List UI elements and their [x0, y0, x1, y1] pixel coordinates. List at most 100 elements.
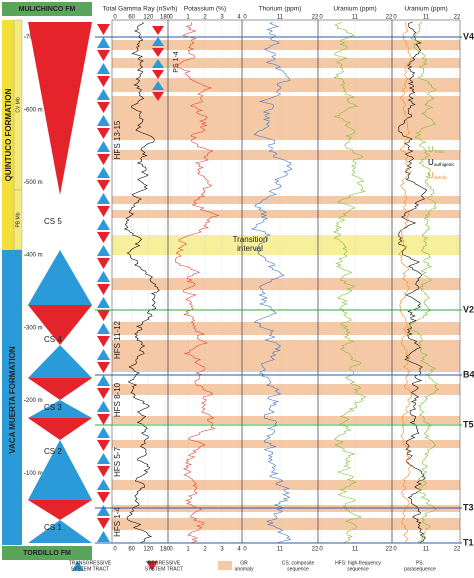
tick-label: 1 — [186, 15, 190, 21]
hfs-triangle — [97, 388, 110, 399]
legend-text: PS: — [416, 560, 424, 566]
tick-label: 3 — [220, 547, 224, 553]
hfs-triangle — [97, 297, 110, 308]
tick-label: 0 — [169, 547, 173, 553]
top-formation-box — [2, 2, 92, 16]
sequence-triangle — [28, 500, 92, 520]
hfs-triangle — [97, 362, 110, 373]
gr-anomaly-band — [112, 416, 460, 424]
tick-label: 0 — [243, 15, 247, 21]
tick-label: 0 — [393, 15, 397, 21]
uranium-key: U — [428, 158, 434, 167]
log-curve — [332, 21, 367, 543]
log-curve — [398, 21, 413, 543]
quintuco-bar — [2, 20, 14, 250]
sequence-triangle — [28, 378, 92, 400]
legend-text: SYSTEM TRACT — [71, 566, 110, 572]
tick-label: 0 — [319, 547, 323, 553]
ps-triangle — [152, 48, 164, 57]
transition-band — [112, 235, 460, 255]
cs-label: CS 5 — [44, 217, 62, 226]
surface-label: T3 — [463, 502, 474, 512]
hfs-triangle — [97, 167, 110, 178]
legend-text: SYSTEM TRACT — [145, 566, 184, 572]
hfs-triangle — [97, 115, 110, 126]
member-label: PB Mb — [15, 212, 21, 227]
hfs-triangle — [97, 414, 110, 425]
ps-triangle — [152, 37, 164, 46]
sequence-triangle — [28, 418, 92, 440]
hfs-label: HFS 8-10 — [113, 382, 122, 417]
gr-anomaly-band — [112, 480, 460, 490]
hfs-triangle — [97, 76, 110, 87]
ps-triangle — [152, 26, 164, 35]
legend-gr — [218, 561, 232, 570]
hfs-triangle — [97, 518, 110, 529]
gr-anomaly-band — [112, 518, 460, 530]
hfs-triangle — [97, 219, 110, 230]
surface-label: T1 — [463, 537, 474, 547]
tick-label: 0 — [113, 547, 117, 553]
gr-anomaly-band — [112, 210, 460, 218]
uranium-key-sub: detritic — [434, 175, 448, 180]
hfs-triangle — [97, 440, 110, 451]
tick-label: 11 — [352, 15, 359, 21]
tick-label: 2 — [203, 547, 207, 553]
gr-anomaly-band — [112, 150, 460, 160]
sequence-triangle — [28, 520, 92, 543]
hfs-triangle — [97, 284, 110, 295]
top-formation: MULICHINCO FM — [19, 6, 76, 13]
tick-label: 22 — [386, 15, 393, 21]
tick-label: 1 — [186, 547, 190, 553]
gr-anomaly-band — [112, 58, 460, 68]
hfs-triangle — [97, 466, 110, 477]
tick-label: 120 — [143, 547, 154, 553]
gr-anomaly-band — [112, 440, 460, 448]
gr-anomaly-band — [112, 78, 460, 92]
sequence-triangle — [28, 440, 92, 500]
legend-text: HFS: high-frequency — [335, 560, 381, 566]
track-title: Uranium (ppm) — [404, 6, 447, 13]
member-label: CV Mb — [15, 97, 21, 113]
hfs-triangle — [97, 531, 110, 542]
bottom-formation: TORDILLO FM — [23, 550, 71, 557]
track-title: Potassium (%) — [184, 6, 226, 13]
track-title: Uranium (ppm) — [333, 6, 376, 13]
sequence-triangle — [28, 305, 92, 345]
gr-anomaly-band — [112, 322, 460, 335]
depth-label: 100 m — [26, 471, 43, 477]
tick-label: 0 — [319, 15, 323, 21]
hfs-triangle — [97, 24, 110, 35]
hfs-label: HFS 11-12 — [113, 320, 122, 359]
hfs-label: HFS 1-4 — [113, 507, 122, 537]
depth-label: 200 m — [26, 398, 43, 404]
sequence-triangle — [28, 400, 92, 418]
hfs-label: HFS 13-15 — [113, 120, 122, 159]
tick-label: 22 — [454, 15, 461, 21]
tick-label: 2 — [203, 15, 207, 21]
track-title: Total Gamma Ray (nSv/h) — [103, 6, 178, 13]
tick-label: 60 — [128, 15, 135, 21]
tick-label: 3 — [220, 15, 224, 21]
sequence-triangle — [28, 22, 92, 195]
uranium-key-sub: authigenic — [434, 162, 455, 167]
log-curve — [250, 21, 293, 543]
log-curve — [123, 21, 160, 543]
tick-label: 22 — [386, 547, 393, 553]
surface-label: T5 — [463, 419, 474, 429]
cs-label: CS 2 — [44, 447, 62, 456]
hfs-triangle — [97, 349, 110, 360]
cs-label: CS 4 — [44, 335, 62, 344]
tick-label: 4 — [237, 15, 241, 21]
hfs-triangle — [97, 453, 110, 464]
transition-label: Transition — [233, 235, 268, 244]
tick-label: 11 — [352, 547, 359, 553]
surface-label: V4 — [463, 31, 474, 41]
track-title: Thorium (ppm) — [259, 6, 302, 13]
gr-anomaly-band — [112, 278, 460, 290]
hfs-triangle — [97, 206, 110, 217]
log-curve — [175, 21, 220, 543]
sequence-triangle — [28, 250, 92, 305]
tick-label: 11 — [277, 15, 284, 21]
